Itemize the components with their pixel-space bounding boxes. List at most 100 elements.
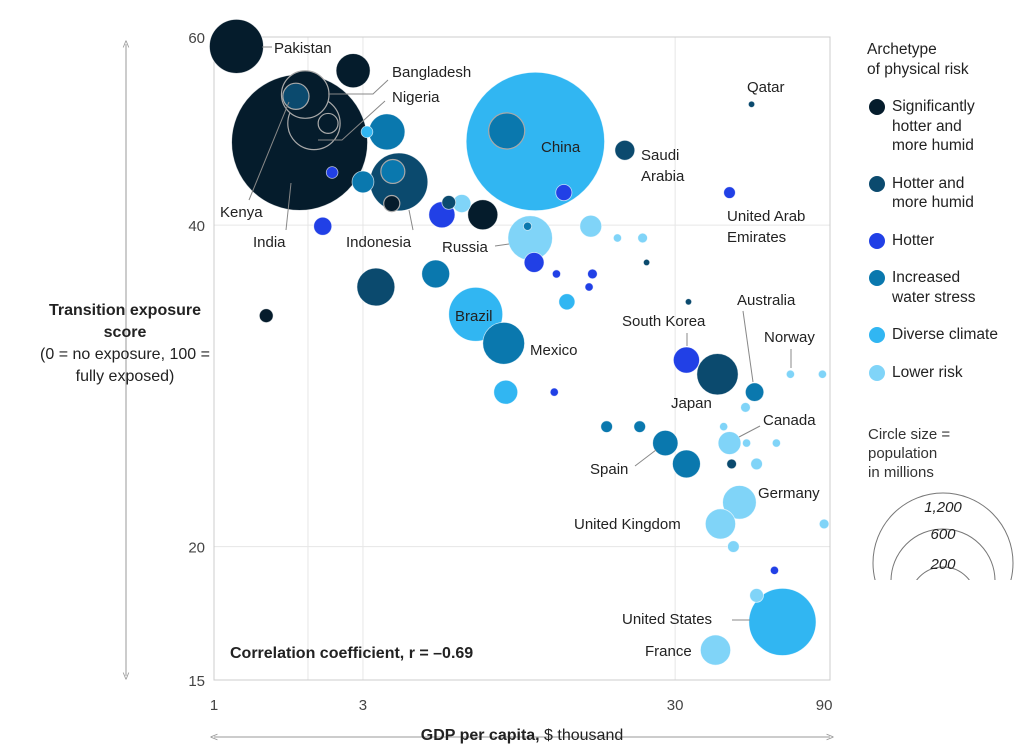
legend-item: Diverse climate	[867, 325, 1024, 345]
legend-label: more humid	[892, 194, 974, 211]
bubble	[612, 233, 622, 243]
bubble-japan	[696, 353, 739, 396]
legend-item: Increased water stress	[867, 268, 1024, 307]
bubble	[727, 540, 740, 553]
legend-swatch	[869, 270, 885, 286]
bubble	[335, 53, 371, 89]
size-legend-title: Circle size = population in millions	[868, 425, 1018, 482]
bubble-saudi-arabia	[614, 139, 636, 161]
bubble-south-korea	[672, 346, 700, 374]
bubble	[258, 308, 274, 324]
bubble	[523, 221, 533, 231]
legend-swatch	[869, 232, 885, 249]
bubble	[771, 438, 781, 448]
bubble	[493, 379, 519, 405]
bubble	[317, 112, 339, 134]
bubble	[360, 125, 374, 139]
legend-swatch	[869, 175, 885, 192]
label-germany: Germany	[758, 485, 820, 502]
label-japan: Japan	[671, 395, 712, 412]
legend-label: Significantly	[892, 98, 975, 115]
bubble	[351, 170, 375, 194]
label-saudi-arabia-1: Saudi	[641, 147, 679, 164]
label-uae-2: Emirates	[727, 229, 786, 246]
bubble	[421, 259, 451, 289]
label-united-kingdom: United Kingdom	[574, 516, 681, 533]
bubble	[719, 422, 729, 432]
legend-title-line: of physical risk	[867, 60, 969, 78]
y-axis-note: (0 = no exposure, 100 = fully exposed)	[40, 346, 210, 385]
y-tick-label: 20	[188, 540, 205, 557]
y-tick-label: 40	[188, 218, 205, 235]
bubble-united-arab-emirates	[723, 186, 736, 199]
legend-swatch	[869, 364, 885, 381]
legend-label: Hotter and	[892, 174, 965, 192]
legend-item: Significantly hotter and more humid	[867, 97, 1024, 156]
x-tick-label: 90	[816, 697, 833, 714]
bubble	[600, 420, 613, 433]
label-south-korea: South Korea	[622, 313, 706, 330]
bubble	[642, 258, 651, 267]
label-india: India	[253, 234, 286, 251]
bubbles	[209, 18, 830, 666]
bubble	[749, 588, 764, 603]
bubble	[672, 449, 701, 479]
bubble	[769, 565, 779, 575]
point-labels: Pakistan Bangladesh Nigeria Kenya India …	[220, 40, 820, 660]
size-title-line: Circle size =	[868, 426, 951, 443]
bubble-mexico	[482, 321, 526, 365]
bubble-china	[465, 71, 605, 212]
bubble	[325, 166, 339, 179]
bubble-germany	[722, 485, 757, 520]
bubble	[742, 438, 752, 448]
label-brazil: Brazil	[455, 308, 493, 325]
x-axis-title: GDP per capita,	[420, 727, 540, 744]
leader-lines	[248, 46, 792, 621]
label-bangladesh: Bangladesh	[392, 64, 471, 81]
bubble-united-kingdom	[704, 508, 736, 540]
bubble-australia	[744, 382, 765, 402]
x-axis-unit: $ thousand	[539, 727, 624, 744]
x-axis-label: GDP per capita, $ thousand	[0, 727, 1024, 745]
bubble	[380, 158, 406, 185]
bubble	[579, 214, 603, 238]
label-china: China	[541, 139, 581, 156]
bubble	[467, 199, 499, 231]
size-legend	[872, 492, 1014, 580]
size-title-line: in millions	[868, 464, 934, 481]
bubble	[549, 387, 559, 397]
label-uae-1: United Arab	[727, 208, 805, 225]
label-russia: Russia	[442, 239, 489, 256]
y-axis-title: Transition exposure score	[48, 302, 202, 341]
bubble	[313, 216, 333, 236]
axis-ticks: 1 3 30 90 60 40 20 15	[188, 30, 832, 714]
y-tick-label: 15	[188, 673, 205, 690]
y-tick-label: 60	[188, 30, 205, 47]
bubble	[555, 184, 573, 202]
label-indonesia: Indonesia	[346, 234, 412, 251]
bubble-canada	[717, 431, 742, 455]
legend-label: more humid	[892, 137, 974, 154]
x-tick-label: 1	[210, 697, 218, 714]
bubble	[488, 112, 526, 150]
label-mexico: Mexico	[530, 342, 578, 359]
label-nigeria: Nigeria	[392, 89, 440, 106]
legend-item: Hotter and more humid	[867, 174, 1024, 213]
bubble-qatar	[747, 100, 756, 108]
size-legend-labels: 1,200 600 200	[924, 499, 962, 573]
leader-russia	[494, 243, 510, 247]
legend-label: Lower risk	[892, 363, 963, 381]
bubble	[817, 369, 827, 379]
legend-title-line: Archetype	[867, 41, 937, 58]
legend-item: Lower risk	[867, 363, 1024, 383]
legend-label: hotter and	[892, 117, 962, 135]
bubble-norway	[785, 369, 795, 379]
bubble	[684, 298, 693, 306]
plot-frame	[213, 36, 831, 681]
label-australia: Australia	[737, 292, 796, 309]
legend-label: water stress	[892, 288, 976, 306]
bubble-kenya	[282, 82, 310, 110]
label-saudi-arabia-2: Arabia	[641, 168, 685, 185]
size-legend-circle-600	[890, 528, 996, 580]
size-legend-circle-1200	[872, 492, 1014, 580]
